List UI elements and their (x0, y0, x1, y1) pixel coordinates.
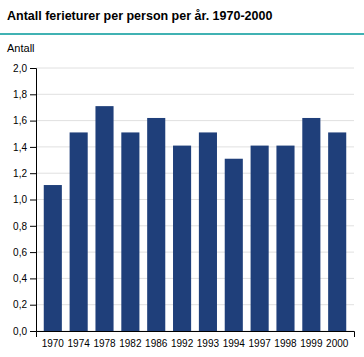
x-tick: 1993 (197, 338, 220, 349)
bar (328, 132, 346, 331)
y-tick-mark (30, 68, 36, 69)
y-tick-mark (30, 173, 36, 174)
x-tick: 1986 (145, 338, 168, 349)
bar (70, 132, 88, 331)
y-tick-mark (30, 305, 36, 306)
y-axis: 0,0 0,2 0,4 0,6 0,8 1,0 1,2 1,4 1,6 1,8 2,0 (13, 63, 36, 337)
bar (225, 159, 243, 331)
y-tick-label: 0,2 (13, 299, 27, 310)
y-tick: 0,0 (13, 326, 36, 337)
y-tick-mark (30, 331, 36, 332)
x-tick-label: 1978 (93, 338, 116, 349)
chart-svg: Antall ferieturer per person per år. 197… (0, 0, 364, 357)
x-tick: 1999 (300, 338, 323, 349)
x-tick: 1998 (274, 338, 297, 349)
x-tick-label: 1994 (223, 338, 246, 349)
bar (173, 146, 191, 331)
y-tick-label: 1,4 (13, 142, 27, 153)
grid (36, 68, 354, 331)
y-tick-label: 0,4 (13, 273, 27, 284)
grid-line (36, 94, 354, 95)
x-tick-label: 1999 (300, 338, 323, 349)
bar (147, 118, 165, 331)
x-tick: 1994 (223, 338, 246, 349)
y-tick-mark (30, 226, 36, 227)
y-tick: 0,4 (13, 273, 36, 284)
y-tick: 1,6 (13, 115, 36, 126)
y-tick: 1,8 (13, 89, 36, 100)
y-tick: 1,2 (13, 168, 36, 179)
bar (276, 146, 294, 331)
bars (44, 106, 346, 331)
x-axis-line (37, 332, 355, 338)
x-tick-label: 1986 (145, 338, 168, 349)
plot-area: 0,00,20,40,60,81,01,21,41,61,82,01970197… (13, 63, 354, 349)
y-tick-label: 1,0 (13, 194, 27, 205)
bar (95, 106, 113, 331)
x-tick-label: 1998 (274, 338, 297, 349)
y-tick-label: 2,0 (13, 63, 27, 74)
y-axis-label: Antall (7, 42, 35, 54)
y-tick-label: 1,6 (13, 115, 27, 126)
y-tick: 2,0 (13, 63, 36, 74)
y-tick-mark (30, 278, 36, 279)
bar (251, 146, 269, 331)
bar (302, 118, 320, 331)
grid-line (36, 68, 354, 69)
x-axis: 1970197419781982198619921993199419971998… (37, 332, 355, 350)
y-tick: 0,8 (13, 221, 36, 232)
chart-container: Antall ferieturer per person per år. 197… (0, 0, 364, 357)
x-tick: 1992 (171, 338, 194, 349)
x-tick: 1970 (42, 338, 65, 349)
x-tick-label: 1970 (42, 338, 65, 349)
x-tick-label: 1997 (249, 338, 272, 349)
y-axis-line (30, 69, 37, 332)
y-tick-label: 1,8 (13, 89, 27, 100)
y-tick: 1,4 (13, 142, 36, 153)
y-tick-label: 1,2 (13, 168, 27, 179)
bar (121, 132, 139, 331)
chart-title: Antall ferieturer per person per år. 197… (7, 9, 272, 23)
x-tick: 1974 (68, 338, 91, 349)
y-tick: 0,2 (13, 299, 36, 310)
y-tick: 0,6 (13, 247, 36, 258)
title-rule (0, 33, 364, 35)
y-tick-label: 0,6 (13, 247, 27, 258)
y-tick-label: 0,0 (13, 326, 27, 337)
y-tick-mark (30, 200, 36, 201)
y-tick-label: 0,8 (13, 221, 27, 232)
y-tick-mark (30, 147, 36, 148)
y-tick-mark (30, 252, 36, 253)
bar (199, 132, 217, 331)
x-tick-label: 2000 (326, 338, 349, 349)
y-tick-mark (30, 94, 36, 95)
x-tick-label: 1974 (68, 338, 91, 349)
bar (44, 185, 62, 331)
y-tick: 1,0 (13, 194, 36, 205)
x-tick: 1997 (249, 338, 272, 349)
x-tick: 1978 (93, 338, 116, 349)
y-tick-mark (30, 121, 36, 122)
x-tick: 1982 (119, 338, 142, 349)
x-tick-label: 1992 (171, 338, 194, 349)
x-tick-label: 1982 (119, 338, 142, 349)
x-tick: 2000 (326, 338, 349, 349)
x-tick-label: 1993 (197, 338, 220, 349)
